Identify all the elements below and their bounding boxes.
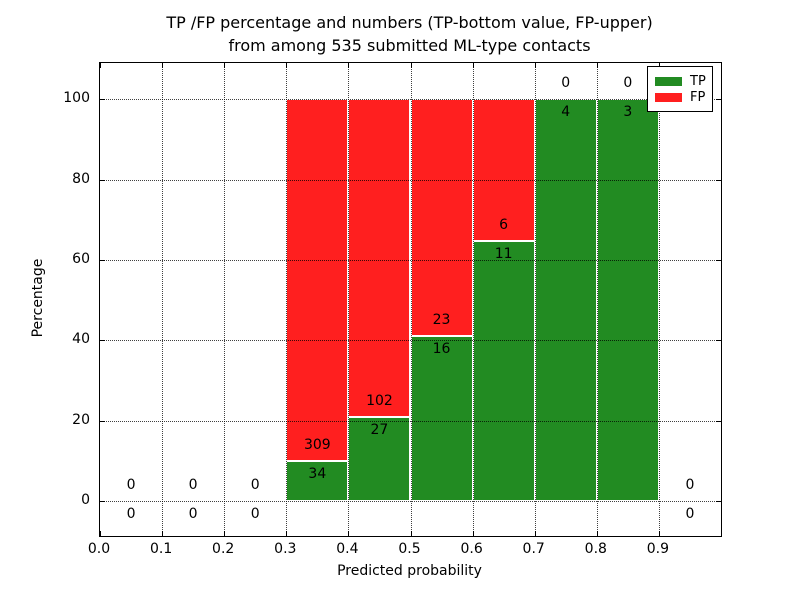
- gridline-vertical: [658, 63, 660, 536]
- bar-tp-count-label: 11: [494, 246, 513, 263]
- bar-fp-segment: [286, 99, 349, 462]
- bar-fp-count-label: 102: [366, 392, 393, 409]
- bar-tp-segment: [534, 99, 597, 501]
- bar-fp-count-label: 309: [303, 437, 331, 454]
- y-tick-label: 40: [72, 331, 90, 348]
- y-tick-mark: [100, 179, 105, 181]
- y-tick-label: 100: [63, 90, 90, 107]
- bar-fp-count-label: 0: [126, 477, 136, 493]
- gridline-vertical: [224, 63, 226, 536]
- gridline-vertical: [534, 63, 536, 536]
- legend-swatch-tp-icon: [655, 76, 682, 86]
- bar-fp-count-label: 0: [561, 75, 571, 92]
- x-tick-mark: [348, 531, 350, 536]
- x-tick-mark: [100, 63, 101, 68]
- bar-fp-count-label: 0: [685, 477, 695, 493]
- x-tick-label: 0.8: [584, 541, 607, 557]
- bar-tp-count-label: 27: [370, 421, 389, 438]
- gridline-vertical: [348, 63, 350, 536]
- y-tick-mark: [100, 501, 105, 502]
- y-tick-mark: [716, 179, 721, 181]
- chart-title-line2: from among 535 submitted ML-type contact…: [228, 36, 591, 55]
- bar-tp-count-label: 16: [432, 341, 451, 358]
- legend-item-label: FP: [690, 89, 706, 105]
- bar-tp-segment: [472, 241, 535, 501]
- x-tick-mark: [410, 63, 412, 68]
- y-tick-mark: [100, 260, 105, 261]
- x-tick-mark: [596, 531, 598, 536]
- x-tick-mark: [286, 63, 288, 68]
- x-tick-mark: [224, 531, 226, 536]
- y-tick-mark: [100, 340, 105, 342]
- y-tick-label: 80: [72, 170, 90, 187]
- bar-fp-count-label: 6: [499, 217, 509, 234]
- legend: TP FP: [647, 66, 713, 112]
- legend-item: FP: [655, 90, 712, 104]
- x-tick-label: 0.2: [212, 541, 235, 557]
- x-tick-mark: [410, 531, 412, 536]
- y-tick-mark: [716, 501, 721, 502]
- bar-tp-count-label: 0: [188, 506, 198, 522]
- x-tick-mark: [100, 531, 101, 536]
- bar-fp-count-label: 0: [250, 477, 260, 493]
- gridline-vertical: [410, 63, 412, 536]
- chart-title-line1: TP /FP percentage and numbers (TP-bottom…: [166, 13, 653, 32]
- legend-item: TP: [655, 74, 712, 88]
- x-tick-mark: [224, 63, 226, 68]
- bar-fp-count-label: 0: [188, 477, 198, 493]
- bar-fp-segment: [410, 99, 473, 337]
- y-tick-mark: [716, 99, 721, 101]
- gridline-vertical: [286, 63, 288, 536]
- x-tick-label: 0.6: [460, 541, 483, 557]
- gridline-vertical: [596, 63, 598, 536]
- bar-tp-count-label: 4: [561, 104, 571, 121]
- x-tick-mark: [658, 531, 660, 536]
- y-tick-mark: [716, 340, 721, 342]
- x-tick-mark: [596, 63, 598, 68]
- bar-tp-segment: [410, 336, 473, 501]
- y-axis-label: Percentage: [30, 258, 46, 338]
- y-tick-label: 20: [72, 411, 90, 428]
- bar-tp-segment: [286, 461, 349, 501]
- y-tick-mark: [716, 260, 721, 261]
- x-tick-label: 0.4: [336, 541, 359, 557]
- gridline-vertical: [472, 63, 474, 536]
- x-axis-label: Predicted probability: [337, 563, 482, 579]
- bar-fp-count-label: 0: [623, 75, 633, 92]
- x-tick-mark: [162, 531, 164, 536]
- legend-swatch-fp-icon: [655, 92, 682, 102]
- y-tick-mark: [100, 99, 105, 101]
- bar-tp-count-label: 3: [623, 104, 633, 121]
- bar-fp-segment: [348, 99, 411, 417]
- y-tick-label: 0: [81, 492, 90, 508]
- x-tick-mark: [534, 63, 536, 68]
- x-tick-label: 0.5: [398, 541, 421, 557]
- x-tick-mark: [534, 531, 536, 536]
- y-tick-label: 60: [72, 251, 90, 267]
- plot-area: 0 0 0 0 0 0 309 34 102 27 23 16 6 11 0 4 0 3 0 0: [99, 62, 722, 537]
- x-tick-mark: [286, 531, 288, 536]
- x-tick-mark: [162, 63, 164, 68]
- y-tick-mark: [716, 420, 721, 422]
- bar-tp-segment: [348, 416, 411, 501]
- x-tick-mark: [472, 63, 474, 68]
- x-tick-label: 0.9: [646, 541, 670, 557]
- x-tick-mark: [348, 63, 350, 68]
- legend-item-label: TP: [690, 73, 706, 89]
- gridline-vertical: [162, 63, 164, 536]
- bar-tp-count-label: 0: [126, 506, 136, 522]
- x-tick-label: 0.3: [274, 541, 297, 557]
- x-tick-label: 0.0: [87, 541, 111, 557]
- x-tick-label: 0.1: [149, 541, 173, 557]
- bar-tp-segment: [596, 99, 659, 501]
- y-tick-mark: [100, 420, 105, 422]
- bar-tp-count-label: 0: [250, 506, 260, 522]
- x-tick-label: 0.7: [522, 541, 545, 557]
- bar-tp-count-label: 0: [685, 506, 695, 522]
- x-tick-mark: [658, 63, 660, 68]
- bar-fp-count-label: 23: [432, 312, 451, 329]
- bar-tp-count-label: 34: [308, 466, 327, 483]
- x-tick-mark: [472, 531, 474, 536]
